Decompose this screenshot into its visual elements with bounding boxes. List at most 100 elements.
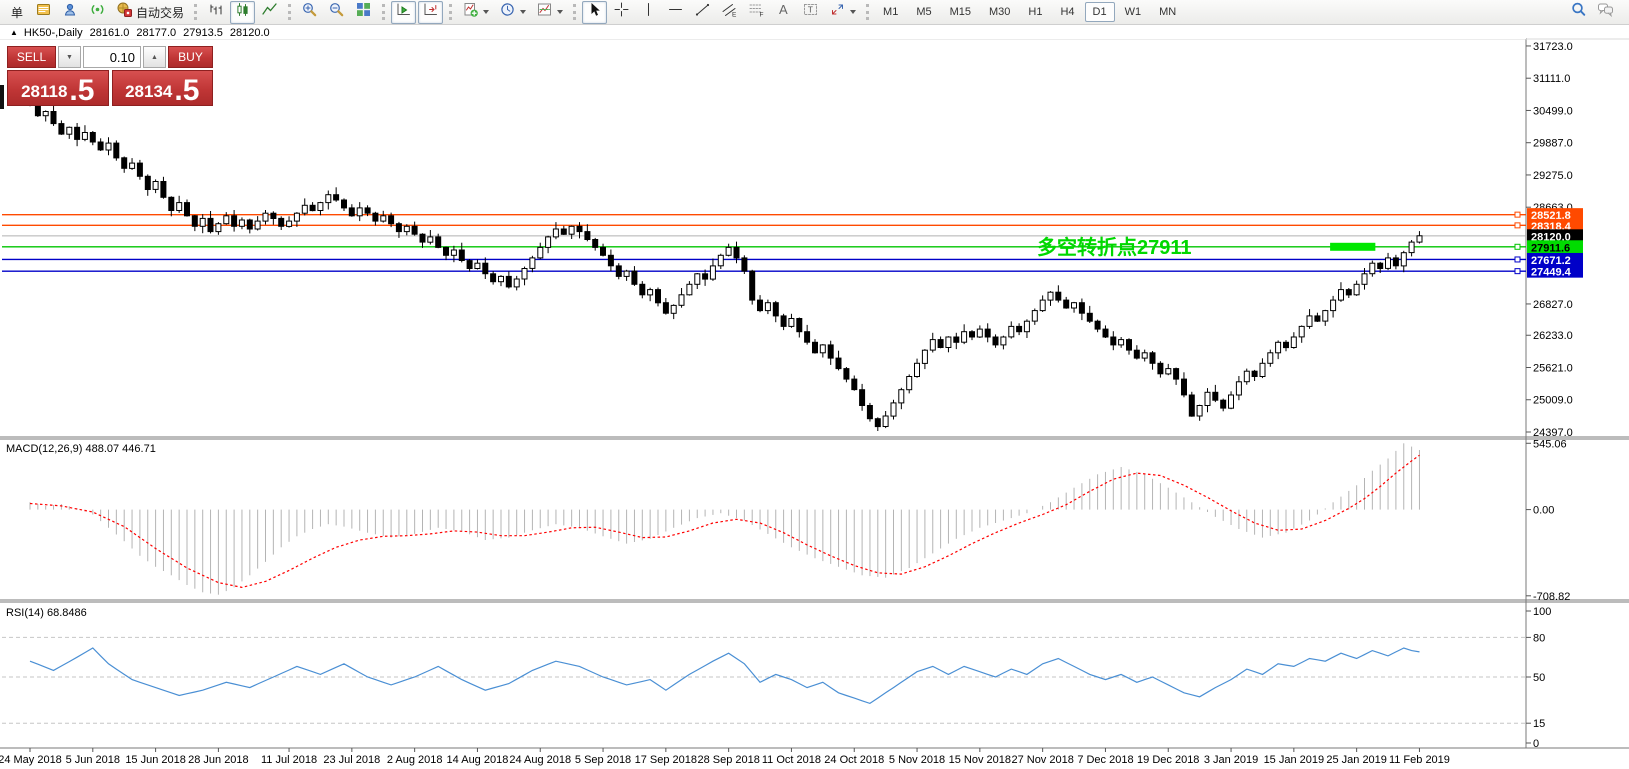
zoom-out-icon[interactable]	[324, 1, 349, 24]
zoom-out-icon	[328, 1, 345, 23]
search-icon[interactable]	[1566, 1, 1591, 24]
toolbar-separator	[866, 4, 870, 20]
tf-d1[interactable]: D1	[1084, 2, 1115, 22]
volume-decrease-button[interactable]: ▼	[58, 46, 81, 68]
volume-increase-button[interactable]: ▲	[143, 46, 166, 68]
arrows-icon[interactable]	[825, 1, 860, 24]
tile-windows-icon[interactable]	[351, 1, 376, 24]
chat-icon[interactable]	[1593, 1, 1618, 24]
volume-input[interactable]: 0.10	[83, 46, 141, 68]
svg-text:50: 50	[1533, 672, 1545, 684]
macd-signal-line	[29, 454, 1420, 589]
svg-text:25 Jan 2019: 25 Jan 2019	[1326, 754, 1387, 766]
tf-h4[interactable]: H4	[1060, 6, 1075, 18]
tf-m15[interactable]: M15	[949, 6, 971, 18]
sell-price-frac: .5	[69, 74, 95, 107]
periods-icon[interactable]	[495, 1, 530, 24]
template-icon[interactable]	[532, 1, 567, 24]
panel-collapse-handle[interactable]	[0, 85, 4, 109]
svg-text:F: F	[760, 12, 764, 19]
chart-symbol-period: HK50-,Daily	[23, 26, 83, 39]
toolbar-group-left-main: 单 自动交易	[4, 1, 189, 24]
svg-text:5 Jun 2018: 5 Jun 2018	[66, 754, 120, 766]
svg-text:29887.0: 29887.0	[1533, 138, 1573, 150]
buy-price-button[interactable]: 28134 .5	[111, 70, 213, 107]
label-icon: T	[802, 1, 819, 23]
svg-text:25009.0: 25009.0	[1533, 395, 1573, 407]
tf-m5[interactable]: M5	[916, 6, 932, 18]
bar-chart-icon	[207, 1, 224, 23]
price-axis[interactable]: 31723.031111.030499.029887.029275.028663…	[1526, 41, 1583, 439]
svg-text:15 Jan 2019: 15 Jan 2019	[1264, 754, 1325, 766]
fibonacci-icon[interactable]: F	[744, 1, 769, 24]
autotrading-button[interactable]: 自动交易	[112, 1, 188, 24]
autotrading-button-label: 自动交易	[136, 5, 185, 20]
tf-m1[interactable]: M1	[883, 6, 899, 18]
svg-text:100: 100	[1533, 606, 1551, 618]
auto-scroll-icon[interactable]	[391, 0, 417, 24]
toolbar-group-scroll	[390, 0, 444, 24]
cursor-icon	[586, 1, 603, 23]
text-icon[interactable]: A	[771, 1, 796, 24]
profile-icon[interactable]	[58, 1, 83, 24]
label-icon[interactable]: T	[798, 1, 823, 24]
pivot-annotation: 多空转折点27911	[1037, 235, 1192, 259]
tf-m30[interactable]: M30	[989, 6, 1011, 18]
svg-text:24397.0: 24397.0	[1533, 427, 1573, 439]
tf-w1[interactable]: W1	[1124, 6, 1142, 18]
trendline-icon[interactable]	[690, 1, 715, 24]
svg-text:2 Aug 2018: 2 Aug 2018	[387, 754, 443, 766]
svg-text:11 Feb 2019: 11 Feb 2019	[1389, 754, 1450, 766]
svg-text:24 Oct 2018: 24 Oct 2018	[824, 754, 884, 766]
svg-text:27911.6: 27911.6	[1531, 242, 1570, 254]
indicators-icon[interactable]	[458, 1, 493, 24]
svg-text:E: E	[732, 12, 737, 19]
candlestick-icon[interactable]	[230, 0, 256, 24]
sell-price-button[interactable]: 28118 .5	[7, 70, 109, 106]
buy-button[interactable]: BUY	[168, 46, 213, 68]
toolbar-group-objects	[457, 1, 568, 24]
chevron-down-icon	[520, 10, 527, 14]
rsi-label: RSI(14) 68.8486	[6, 607, 87, 619]
svg-text:24 Aug 2018: 24 Aug 2018	[509, 754, 571, 766]
chart-shift-icon[interactable]	[418, 0, 444, 24]
line-chart-icon[interactable]	[257, 1, 282, 24]
channel-icon[interactable]: E	[717, 1, 742, 24]
chart-header: ▲ HK50-,Daily 28161.0 28177.0 27913.5 28…	[0, 26, 1526, 39]
new-order-partial-label: 单	[11, 5, 24, 20]
sell-price-main: 28118	[21, 82, 68, 101]
crosshair-icon[interactable]	[609, 1, 634, 24]
svg-text:17 Sep 2018: 17 Sep 2018	[635, 754, 697, 766]
zoom-in-icon[interactable]	[297, 1, 322, 24]
ohlc-low: 27913.5	[183, 26, 223, 39]
buy-price-frac: .5	[174, 74, 200, 107]
macd-label: MACD(12,26,9) 488.07 446.71	[6, 443, 156, 455]
hline-icon[interactable]	[663, 1, 688, 24]
svg-text:0.00: 0.00	[1533, 505, 1554, 517]
tile-windows-icon	[355, 1, 372, 23]
svg-text:5 Sep 2018: 5 Sep 2018	[575, 754, 631, 766]
tf-mn[interactable]: MN	[1159, 6, 1177, 18]
hline-icon	[667, 1, 684, 23]
one-click-trading-panel: SELL ▼ 0.10 ▲ BUY 28118 .5 28134 .5	[7, 46, 213, 106]
signal-icon[interactable]	[85, 1, 110, 24]
svg-text:A: A	[779, 2, 788, 17]
time-axis[interactable]: 24 May 2018 5 Jun 2018 15 Jun 2018 28 Jun 2…	[0, 748, 1450, 766]
history-icon[interactable]	[31, 1, 56, 24]
svg-text:28 Sep 2018: 28 Sep 2018	[697, 754, 759, 766]
tf-h1[interactable]: H1	[1028, 6, 1043, 18]
sell-button[interactable]: SELL	[7, 46, 56, 68]
indicators-icon	[462, 1, 479, 23]
new-order-partial[interactable]: 单	[5, 1, 29, 24]
cursor-icon[interactable]	[582, 0, 608, 24]
svg-text:14 Aug 2018: 14 Aug 2018	[447, 754, 509, 766]
svg-text:29275.0: 29275.0	[1533, 170, 1573, 182]
buy-price-main: 28134	[125, 82, 173, 101]
svg-text:-708.82: -708.82	[1533, 591, 1570, 603]
svg-text:5 Nov 2018: 5 Nov 2018	[889, 754, 945, 766]
periods-icon	[499, 1, 516, 23]
vline-icon[interactable]	[636, 1, 661, 24]
bar-chart-icon[interactable]	[203, 1, 228, 24]
collapse-triangle-icon[interactable]: ▲	[10, 28, 18, 37]
